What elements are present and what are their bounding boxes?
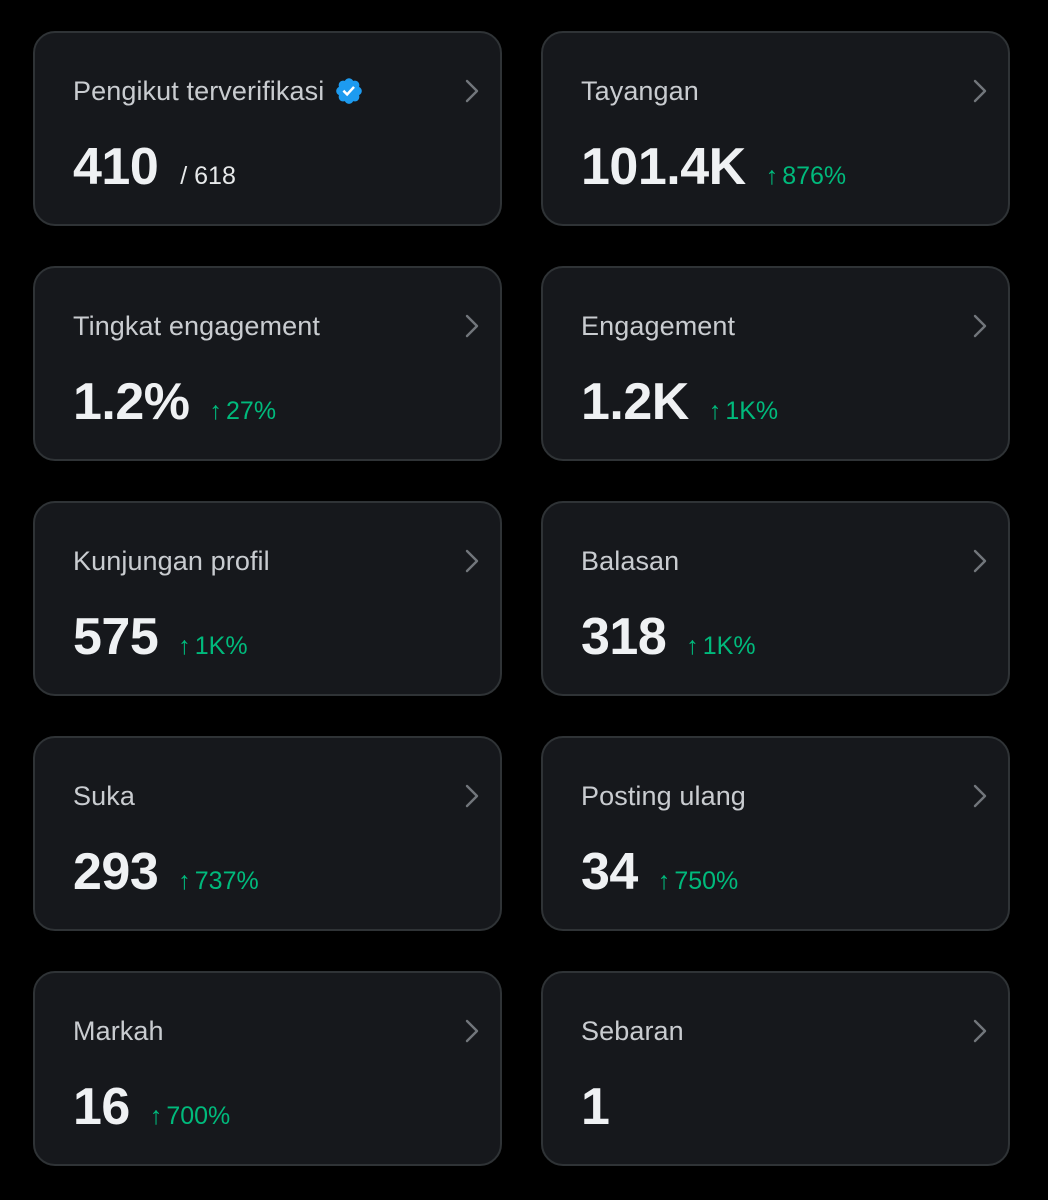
metric-card-verified-followers[interactable]: Pengikut terverifikasi 410 / 618 [33, 31, 502, 226]
metric-value-row: 293 ↑ 737% [73, 842, 259, 902]
arrow-up-icon: ↑ [765, 162, 779, 190]
chevron-right-icon [973, 79, 987, 103]
metric-total: / 618 [180, 162, 236, 190]
chevron-right-icon [973, 314, 987, 338]
metric-label: Sebaran [581, 1015, 684, 1046]
metric-change-value: 1K% [194, 632, 248, 660]
metric-label-row: Tingkat engagement [73, 310, 320, 342]
arrow-up-icon: ↑ [149, 1102, 163, 1130]
metric-label: Kunjungan profil [73, 545, 270, 576]
verified-badge-icon [336, 78, 363, 104]
metric-card-likes[interactable]: Suka 293 ↑ 737% [33, 736, 502, 931]
metric-value-row: 318 ↑ 1K% [581, 607, 756, 667]
metric-value: 293 [73, 843, 159, 901]
metric-label-row: Kunjungan profil [73, 545, 270, 577]
metric-value-row: 1.2% ↑ 27% [73, 372, 276, 432]
arrow-up-icon: ↑ [657, 867, 671, 895]
metric-change: ↑ 1K% [686, 632, 755, 661]
metric-value: 1.2% [73, 373, 190, 431]
metric-label: Markah [73, 1015, 164, 1046]
metric-card-profile-visits[interactable]: Kunjungan profil 575 ↑ 1K% [33, 501, 502, 696]
metric-label-row: Balasan [581, 545, 679, 577]
metric-label-row: Tayangan [581, 75, 699, 107]
metric-card-replies[interactable]: Balasan 318 ↑ 1K% [541, 501, 1010, 696]
metric-label: Pengikut terverifikasi [73, 75, 325, 106]
metric-change-value: 737% [194, 867, 259, 895]
chevron-right-icon [465, 1019, 479, 1043]
metric-change-value: 1K% [702, 632, 756, 660]
metric-change: ↑ 27% [210, 397, 277, 426]
metric-label: Posting ulang [581, 780, 746, 811]
chevron-right-icon [465, 784, 479, 808]
metric-label-row: Posting ulang [581, 780, 746, 812]
metric-value: 410 [73, 138, 159, 196]
metric-value-row: 1 [581, 1077, 610, 1137]
metric-change: ↑ 737% [178, 867, 258, 896]
metric-value-row: 410 / 618 [73, 137, 236, 197]
metric-change: ↑ 750% [658, 867, 738, 896]
arrow-up-icon: ↑ [209, 397, 223, 425]
metric-change: ↑ 1K% [709, 397, 778, 426]
metric-card-reposts[interactable]: Posting ulang 34 ↑ 750% [541, 736, 1010, 931]
metric-value-row: 575 ↑ 1K% [73, 607, 248, 667]
metric-value: 16 [73, 1078, 130, 1136]
chevron-right-icon [973, 784, 987, 808]
chevron-right-icon [973, 1019, 987, 1043]
arrow-up-icon: ↑ [708, 397, 722, 425]
metric-card-shares[interactable]: Sebaran 1 [541, 971, 1010, 1166]
metric-value: 1.2K [581, 373, 689, 431]
analytics-metrics-grid: Pengikut terverifikasi 410 / 618 Tayanga… [33, 31, 1010, 1166]
metric-value: 101.4K [581, 138, 746, 196]
chevron-right-icon [973, 549, 987, 573]
metric-label: Tayangan [581, 75, 699, 106]
metric-label: Engagement [581, 310, 736, 341]
arrow-up-icon: ↑ [178, 867, 191, 895]
metric-label-row: Suka [73, 780, 135, 812]
metric-label-row: Sebaran [581, 1015, 684, 1047]
metric-value: 318 [581, 608, 667, 666]
chevron-right-icon [465, 314, 479, 338]
metric-change-value: 1K% [725, 397, 779, 425]
metric-label: Suka [73, 780, 135, 811]
metric-value-row: 101.4K ↑ 876% [581, 137, 846, 197]
metric-label-row: Engagement [581, 310, 735, 342]
metric-label-row: Pengikut terverifikasi [73, 75, 364, 107]
chevron-right-icon [465, 79, 479, 103]
metric-card-engagement[interactable]: Engagement 1.2K ↑ 1K% [541, 266, 1010, 461]
metric-change: ↑ 700% [150, 1102, 230, 1131]
metric-change: ↑ 876% [766, 162, 846, 191]
metric-card-engagement-rate[interactable]: Tingkat engagement 1.2% ↑ 27% [33, 266, 502, 461]
metric-value-row: 1.2K ↑ 1K% [581, 372, 778, 432]
metric-change-value: 700% [166, 1102, 231, 1130]
metric-change-value: 27% [226, 397, 277, 425]
metric-change-value: 876% [782, 162, 847, 190]
metric-label: Balasan [581, 545, 680, 576]
metric-value: 1 [581, 1078, 610, 1136]
arrow-up-icon: ↑ [686, 632, 699, 660]
metric-value: 575 [73, 608, 159, 666]
metric-change-value: 750% [674, 867, 739, 895]
metric-value-row: 16 ↑ 700% [73, 1077, 230, 1137]
metric-label: Tingkat engagement [73, 310, 320, 341]
arrow-up-icon: ↑ [178, 632, 191, 660]
metric-card-impressions[interactable]: Tayangan 101.4K ↑ 876% [541, 31, 1010, 226]
chevron-right-icon [465, 549, 479, 573]
metric-value-row: 34 ↑ 750% [581, 842, 738, 902]
metric-value: 34 [581, 843, 638, 901]
metric-change: ↑ 1K% [178, 632, 247, 661]
metric-label-row: Markah [73, 1015, 164, 1047]
metric-card-bookmarks[interactable]: Markah 16 ↑ 700% [33, 971, 502, 1166]
